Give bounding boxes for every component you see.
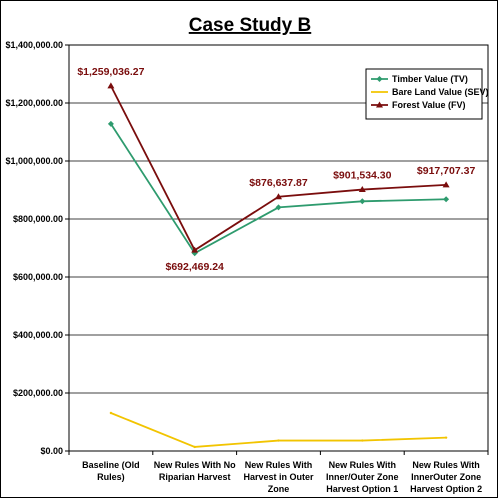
data-label-layer: $1,259,036.27 $692,469.24 $876,637.87 $901,… [77, 66, 475, 273]
data-label: $917,707.37 [417, 165, 476, 177]
axis-layer: $0.00 $200,000.00 $400,000.00 $600,000.00 $8… [5, 40, 489, 494]
legend-box [365, 68, 483, 120]
x-tick-label: New Rules With Harvest in Outer Zone [243, 460, 314, 494]
data-point [275, 204, 282, 211]
x-tick-label: New Rules With No Riparian Harvest [154, 460, 236, 482]
legend-marker [376, 101, 383, 108]
x-tick-label: Baseline (Old Rules) [82, 460, 140, 482]
data-label: $901,534.30 [333, 170, 392, 182]
data-point [359, 198, 366, 205]
legend-label: Timber Value (TV) [392, 74, 468, 84]
series-layer [107, 82, 450, 449]
data-label: $876,637.87 [249, 177, 308, 189]
x-tick-label: New Rules With Inner/Outer Zone Harvest Op… [326, 460, 399, 494]
y-tick-label: $200,000.00 [13, 388, 63, 398]
data-point [277, 439, 280, 442]
legend-marker [376, 76, 383, 82]
legend-label: Bare Land Value (SEV) [392, 87, 489, 97]
y-tick-label: $800,000.00 [13, 214, 63, 224]
data-label: $1,259,036.27 [77, 66, 144, 78]
data-point [191, 246, 199, 253]
data-point [107, 120, 114, 127]
y-tick-label: $1,400,000.00 [5, 40, 63, 50]
x-tick-label: New Rules With InnerOuter Zone Harvest Opt… [410, 460, 482, 494]
data-point [193, 445, 196, 449]
y-tick-label: $400,000.00 [13, 330, 63, 340]
data-point [109, 411, 113, 415]
data-point [442, 181, 450, 188]
data-point [275, 193, 282, 200]
data-point [107, 82, 115, 89]
data-point [358, 186, 366, 193]
chart-title: Case Study B [189, 15, 311, 36]
y-tick-label: $1,000,000.00 [5, 156, 63, 166]
legend: Timber Value (TV) Bare Land Value (SEV) Fo… [365, 68, 489, 120]
y-tick-label: $0.00 [40, 446, 63, 456]
legend-label: Forest Value (FV) [392, 100, 466, 110]
y-tick-label: $600,000.00 [13, 272, 63, 282]
data-label: $692,469.24 [165, 261, 224, 273]
y-tick-label: $1,200,000.00 [5, 98, 63, 108]
data-point [444, 436, 448, 439]
data-point [443, 196, 450, 203]
data-point [361, 439, 364, 442]
